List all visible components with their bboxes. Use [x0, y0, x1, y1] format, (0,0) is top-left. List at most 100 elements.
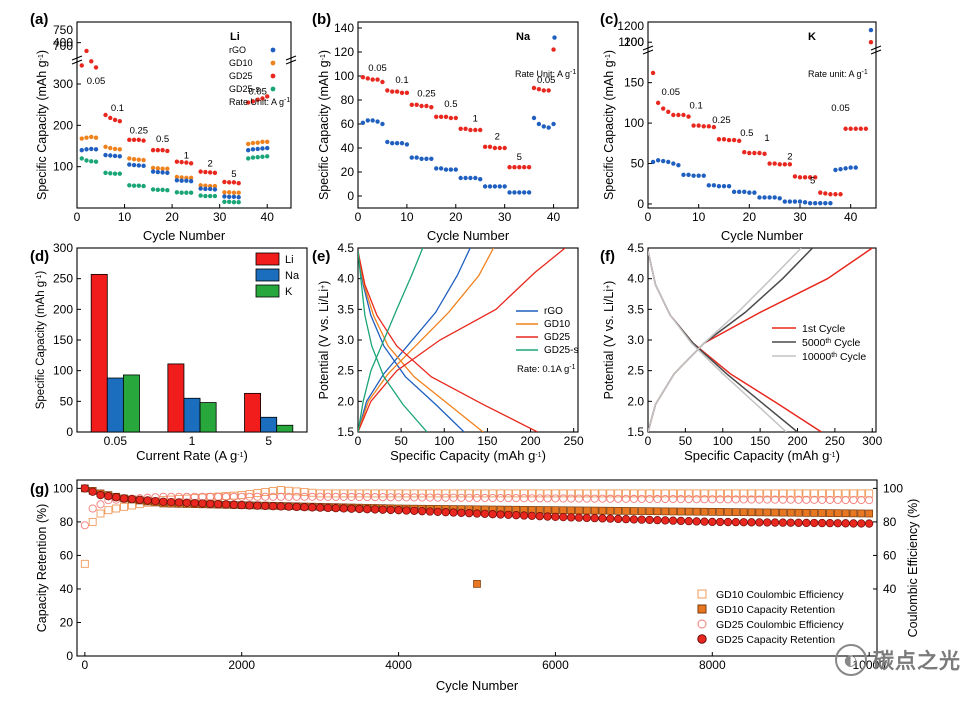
data-point-GD25 [853, 126, 858, 131]
point-gd10-ce [355, 489, 364, 498]
point-gd25-cr [465, 509, 474, 518]
y-tick-label: 3.5 [337, 302, 354, 316]
x-tick-label: 30 [793, 210, 807, 224]
point-gd10-ce [629, 489, 638, 498]
y-tick-label: 1200 [617, 19, 644, 33]
data-point-GD25 [522, 165, 527, 170]
data-point-GD25-s [127, 183, 132, 188]
point-gd25-ce [378, 493, 387, 502]
y-tick-label: 300 [53, 241, 73, 255]
data-point-GD25 [526, 165, 532, 170]
point-gd25-ce [496, 493, 505, 503]
data-point-rGO [127, 162, 132, 167]
label-part: ) [317, 281, 331, 285]
rate-label: 5 [810, 176, 815, 187]
data-point-GD25 [706, 124, 711, 129]
data-point-rGO [802, 200, 808, 205]
x-tick-label: 10 [692, 210, 706, 224]
point-gd25-ce [661, 494, 670, 504]
point-gd25-cr [535, 512, 544, 521]
bar-Na [183, 397, 201, 433]
y-tick-label: 200 [624, 35, 644, 49]
rate-label: 0.5 [156, 134, 169, 145]
point-gd25-cr [402, 506, 411, 515]
point-gd25-cr [810, 518, 819, 528]
point-gd25-ce [684, 495, 693, 504]
point-gd25-cr [802, 518, 811, 528]
label-part: Cycle Number [721, 228, 804, 243]
point-gd25-ce [316, 492, 325, 501]
data-point-rGO [541, 124, 546, 129]
point-gd10-ce [371, 489, 379, 498]
x-tick-label: 20 [449, 210, 463, 224]
y-tick-label: 250 [53, 272, 73, 286]
rate-label: 5 [231, 169, 236, 180]
bar-Na [260, 416, 278, 433]
label-part: ) [542, 448, 546, 463]
point-gd25-cr [363, 505, 372, 514]
data-point-rGO [787, 199, 793, 204]
point-gd10-cr [826, 509, 834, 517]
y-tick-label: 200 [53, 302, 73, 316]
data-point-rGO [716, 183, 722, 189]
label-part: -1 [570, 69, 576, 76]
point-gd10-cr [716, 508, 724, 516]
curves-f [648, 248, 873, 432]
label-part: Potential (V vs. Li/Li [317, 289, 331, 399]
data-point-GD25-s [108, 171, 113, 176]
x-tick-label: 0 [74, 210, 81, 224]
legend-label: 1st Cycle [802, 323, 845, 335]
point-gd25-cr [731, 518, 740, 527]
data-point-GD25 [655, 100, 661, 106]
data-point-GD25 [360, 75, 366, 80]
data-point-GD10 [226, 190, 232, 195]
axis-break [870, 45, 882, 55]
x-tick-label: 200 [521, 434, 541, 448]
y-tick-label: 100 [334, 69, 354, 83]
data-point-GD25-s [93, 159, 99, 164]
point-gd25-cr [182, 498, 191, 507]
point-gd25-cr [857, 519, 866, 528]
data-point-GD25 [696, 123, 701, 128]
point-gd25-cr [496, 510, 505, 519]
point-gd25-ce [590, 494, 599, 503]
data-point-GD10 [250, 140, 256, 146]
point-gd25-cr [488, 510, 497, 519]
x-axis-label: Cycle Number [143, 228, 226, 243]
point-gd25-cr [543, 512, 552, 521]
data-point-GD25 [250, 99, 256, 104]
point-gd25-ce [512, 494, 521, 503]
data-point-GD25 [661, 106, 666, 111]
data-point-GD10 [198, 183, 203, 188]
point-gd10-ce [802, 489, 811, 498]
point-gd25-cr [159, 497, 168, 506]
panel-tag: (d) [30, 248, 49, 265]
data-point-GD10 [165, 166, 170, 171]
point-gd10-cr [771, 508, 779, 517]
data-point-GD25 [108, 115, 113, 121]
data-point-rGO [731, 189, 737, 195]
x-axis-label: Cycle Number [427, 228, 510, 243]
point-gd25-cr [817, 518, 827, 528]
plot-frame [76, 479, 878, 657]
point-gd25-cr [449, 508, 458, 517]
x-axis-label: Cycle Number [721, 228, 804, 243]
legend-label: GD10 [544, 319, 571, 330]
plot-frame [357, 21, 579, 209]
point-gd10-ce [575, 489, 583, 498]
data-point-GD25 [482, 144, 488, 149]
point-gd10-ce [449, 489, 458, 498]
data-point-rGO [375, 119, 380, 124]
y-tick-label: 4.0 [337, 272, 354, 286]
point-gd25-cr [480, 509, 489, 519]
point-gd10-ce [465, 489, 474, 498]
point-gd25-ce [88, 504, 97, 513]
element-label: K [808, 31, 816, 43]
data-point-GD25 [721, 137, 727, 142]
point-gd25-cr [88, 487, 97, 496]
x-tick-label: 300 [862, 434, 882, 448]
data-point-GD25 [203, 169, 208, 175]
label-part: Specific Capacity (mAh g [35, 60, 49, 200]
point-gd25-cr [237, 500, 246, 510]
point-gd10-cr [802, 509, 811, 517]
